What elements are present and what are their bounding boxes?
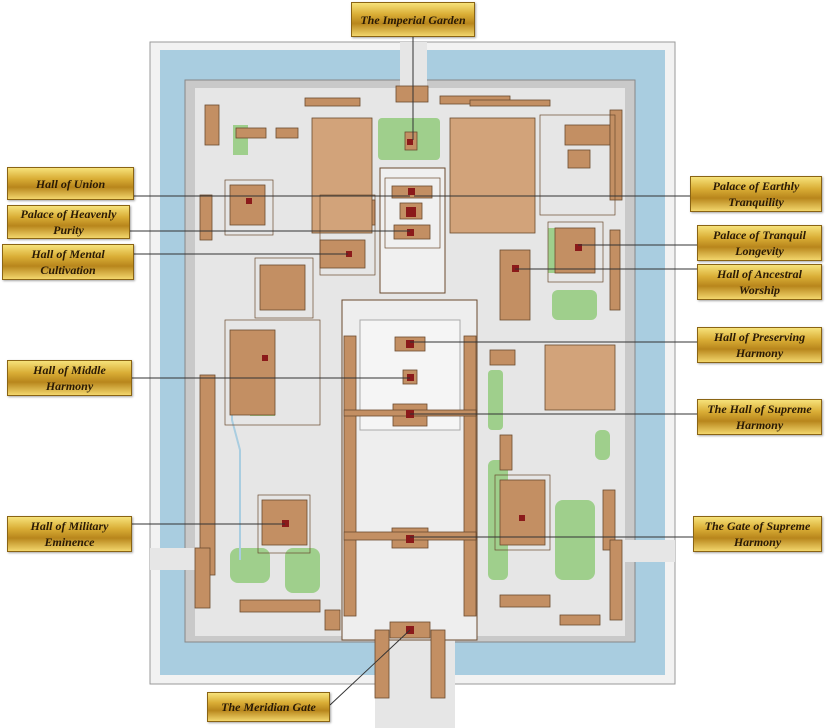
label-palace-earthly-tranquility: Palace of Earthly Tranquility (690, 176, 822, 212)
label-meridian-gate: The Meridian Gate (207, 692, 330, 722)
label-hall-military-eminence: Hall of Military Eminence (7, 516, 132, 552)
west-gate-passage (150, 548, 195, 570)
label-hall-mental-cultivation: Hall of Mental Cultivation (2, 244, 134, 280)
label-palace-tranquil-longevity: Palace of Tranquil Longevity (697, 225, 822, 261)
label-hall-middle-harmony: Hall of Middle Harmony (7, 360, 132, 396)
label-palace-heavenly-purity: Palace of Heavenly Purity (7, 205, 130, 239)
label-imperial-garden: The Imperial Garden (351, 2, 475, 37)
label-hall-ancestral-worship: Hall of Ancestral Worship (697, 264, 822, 300)
label-hall-of-union: Hall of Union (7, 167, 134, 200)
label-gate-supreme-harmony: The Gate of Supreme Harmony (693, 516, 822, 552)
east-gate-passage (625, 540, 675, 562)
buildings (194, 85, 623, 699)
label-hall-preserving-harmony: Hall of Preserving Harmony (697, 327, 822, 363)
label-hall-supreme-harmony: The Hall of Supreme Harmony (697, 399, 822, 435)
courtyard-details (224, 114, 616, 554)
leader-lines (130, 37, 697, 706)
